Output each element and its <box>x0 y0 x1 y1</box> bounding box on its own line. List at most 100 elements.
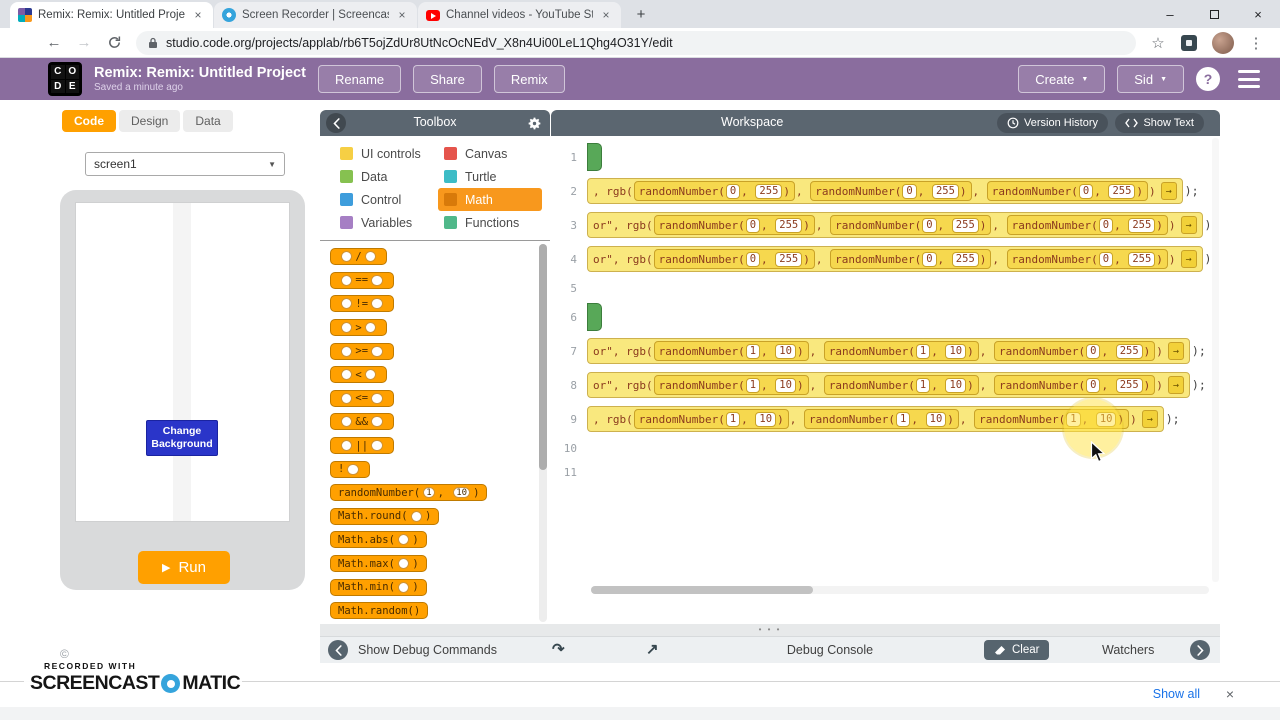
number-socket[interactable]: 1 <box>896 411 911 427</box>
block-expand-icon[interactable]: → <box>1141 410 1158 428</box>
toolbox-block[interactable]: Math.random() <box>330 602 429 620</box>
editor-tab-code[interactable]: Code <box>62 110 116 132</box>
number-socket[interactable]: 255 <box>1128 251 1156 267</box>
number-socket[interactable]: 1 <box>745 377 761 393</box>
random-number-block[interactable]: randomNumber(0, 255) <box>994 375 1156 395</box>
version-history-button[interactable]: Version History <box>997 113 1108 133</box>
number-socket[interactable]: 255 <box>755 183 783 199</box>
step-over-icon[interactable]: ↷ <box>552 641 565 658</box>
toolbox-block[interactable]: || <box>330 437 394 455</box>
toolbox-block[interactable]: Math.abs( ) <box>330 531 427 549</box>
number-socket[interactable]: 0 <box>922 251 937 267</box>
tab-close-icon[interactable]: × <box>398 8 406 22</box>
number-socket[interactable]: 0 <box>1086 343 1101 359</box>
toolbox-category-functions[interactable]: Functions <box>438 211 542 234</box>
number-socket[interactable]: 0 <box>745 251 761 267</box>
toolbox-block[interactable]: == <box>330 271 394 289</box>
expand-watchers-button[interactable] <box>1190 640 1210 660</box>
number-socket[interactable]: 0 <box>902 183 917 199</box>
number-socket[interactable]: 10 <box>775 377 796 393</box>
number-socket[interactable]: 10 <box>775 343 796 359</box>
rename-button[interactable]: Rename <box>318 65 402 93</box>
hamburger-menu[interactable] <box>1238 70 1260 88</box>
number-socket[interactable]: 255 <box>1115 343 1143 359</box>
number-socket[interactable]: 255 <box>951 217 979 233</box>
code-block[interactable]: or", rgb(randomNumber(0, 255), randomNum… <box>587 246 1203 272</box>
toolbox-scrollbar-thumb[interactable] <box>539 244 547 470</box>
block-expand-icon[interactable]: → <box>1167 342 1184 360</box>
toolbox-category-turtle[interactable]: Turtle <box>438 165 542 188</box>
clear-console-button[interactable]: Clear <box>984 640 1050 660</box>
url-bar[interactable]: studio.code.org/projects/applab/rb6T5ojZ… <box>136 30 1136 55</box>
panel-resize-handle[interactable]: • • • <box>320 624 1220 636</box>
toolbox-block[interactable]: >= <box>330 342 394 360</box>
vertical-scrollbar-track[interactable] <box>1212 138 1219 582</box>
browser-tab[interactable]: Screen Recorder | Screencast-O- × <box>214 2 417 28</box>
toolbox-category-variables[interactable]: Variables <box>334 211 438 234</box>
toolbox-block[interactable]: && <box>330 413 394 431</box>
code-block[interactable]: , rgb(randomNumber(0, 255), randomNumber… <box>587 178 1183 204</box>
forward-button[interactable]: → <box>76 34 92 51</box>
toolbox-block[interactable]: ! <box>330 460 370 478</box>
number-socket[interactable]: 255 <box>951 251 979 267</box>
minimize-button[interactable]: – <box>1166 6 1174 22</box>
number-socket[interactable]: 255 <box>775 217 803 233</box>
close-download-bar-icon[interactable]: × <box>1225 686 1234 702</box>
number-socket[interactable]: 255 <box>775 251 803 267</box>
toolbox-category-canvas[interactable]: Canvas <box>438 142 542 165</box>
code-block[interactable]: or", rgb(randomNumber(1, 10), randomNumb… <box>587 372 1190 398</box>
create-dropdown[interactable]: Create ▼ <box>1018 65 1106 93</box>
block-expand-icon[interactable]: → <box>1180 216 1197 234</box>
random-number-block[interactable]: randomNumber(1, 10) <box>823 375 979 395</box>
toolbox-block[interactable]: Math.max( ) <box>330 555 427 573</box>
browser-menu-icon[interactable]: ⋮ <box>1248 34 1264 52</box>
refresh-button[interactable] <box>100 30 128 56</box>
back-button[interactable]: ← <box>46 34 62 51</box>
collapse-debug-button[interactable] <box>328 640 348 660</box>
random-number-block[interactable]: randomNumber(1, 10) <box>803 409 959 429</box>
bookmark-star-icon[interactable]: ☆ <box>1151 34 1165 52</box>
event-block-fragment[interactable] <box>587 303 602 331</box>
extension-icon[interactable] <box>1181 34 1197 51</box>
event-block-fragment[interactable] <box>587 143 602 171</box>
random-number-block[interactable]: randomNumber(1, 10) <box>633 409 789 429</box>
number-socket[interactable]: 0 <box>1078 183 1094 199</box>
collapse-toolbox-button[interactable] <box>326 113 346 133</box>
maximize-button[interactable] <box>1192 0 1236 28</box>
random-number-block[interactable]: randomNumber(0, 255) <box>830 249 992 269</box>
number-socket[interactable]: 10 <box>945 343 967 359</box>
random-number-block[interactable]: randomNumber(1, 10) <box>653 341 809 361</box>
number-socket[interactable]: 10 <box>755 411 777 427</box>
horizontal-scrollbar-thumb[interactable] <box>591 586 813 594</box>
browser-tab[interactable]: Remix: Remix: Untitled Project - × <box>10 2 213 28</box>
number-socket[interactable]: 255 <box>1128 217 1156 233</box>
toolbox-block[interactable]: > <box>330 319 388 337</box>
number-socket[interactable]: 1 <box>915 377 931 393</box>
number-socket[interactable]: 1 <box>915 343 931 359</box>
number-socket[interactable]: 0 <box>1098 217 1114 233</box>
run-button[interactable]: ▶ Run <box>138 551 230 584</box>
toolbox-block[interactable]: randomNumber(1, 10) <box>330 484 488 502</box>
number-socket[interactable]: 0 <box>1086 377 1101 393</box>
number-socket[interactable]: 1 <box>725 411 741 427</box>
close-window-button[interactable]: × <box>1254 6 1262 22</box>
change-background-button[interactable]: Change Background <box>146 420 218 456</box>
editor-tab-design[interactable]: Design <box>119 110 181 132</box>
toolbox-block[interactable]: Math.round( ) <box>330 507 440 525</box>
block-expand-icon[interactable]: → <box>1167 376 1184 394</box>
toolbox-block[interactable]: < <box>330 366 388 384</box>
code-block[interactable]: or", rgb(randomNumber(0, 255), randomNum… <box>587 212 1203 238</box>
code-block[interactable]: or", rgb(randomNumber(1, 10), randomNumb… <box>587 338 1190 364</box>
show-all-button[interactable]: Show all <box>1152 687 1200 701</box>
code-org-logo[interactable]: C O D E <box>48 62 82 96</box>
number-socket[interactable]: 0 <box>725 183 741 199</box>
horizontal-scrollbar-track[interactable] <box>591 586 1209 594</box>
toolbox-block[interactable]: != <box>330 295 394 313</box>
toolbox-block[interactable]: <= <box>330 389 394 407</box>
toolbox-category-math[interactable]: Math <box>438 188 542 211</box>
random-number-block[interactable]: randomNumber(1, 10) <box>653 375 809 395</box>
random-number-block[interactable]: randomNumber(0, 255) <box>810 181 972 201</box>
random-number-block[interactable]: randomNumber(0, 255) <box>1006 249 1168 269</box>
random-number-block[interactable]: randomNumber(0, 255) <box>830 215 992 235</box>
